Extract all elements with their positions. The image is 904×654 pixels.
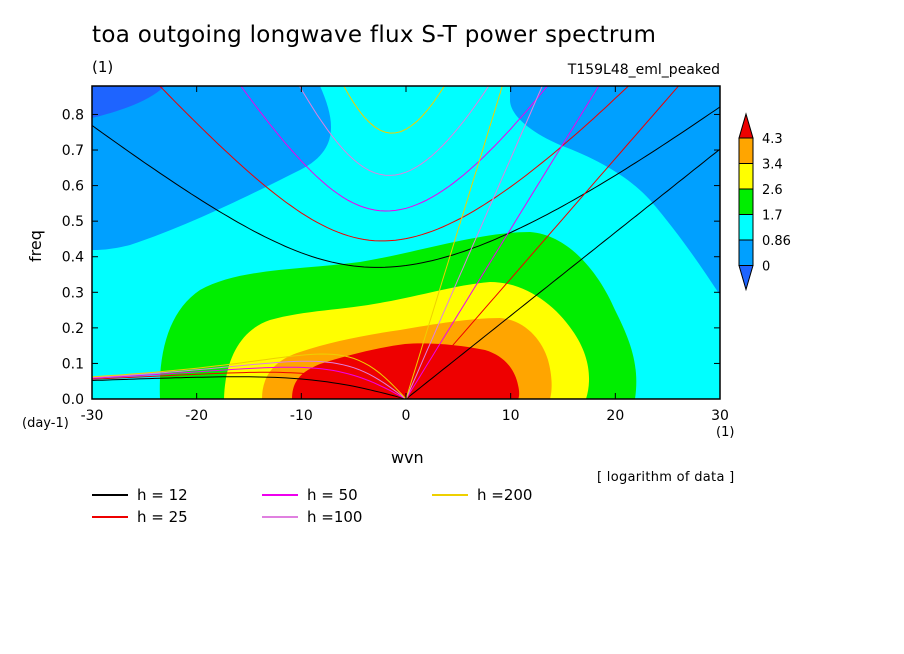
kelvin-curve-h200: [405, 86, 503, 399]
rossby-curve-h100: [92, 360, 407, 399]
kelvin-curve-h50: [405, 86, 600, 399]
x-tick-label: 30: [711, 408, 729, 424]
legend-line-h12: [92, 494, 128, 496]
rossby-curve-h50: [92, 366, 407, 399]
legend-label-h100: h =100: [307, 508, 363, 526]
legend-line-h50: [262, 494, 298, 496]
colorbar-label: 0.86: [762, 234, 791, 249]
y-tick-label: 0.0: [62, 392, 84, 408]
run-name: T159L48_eml_peaked: [567, 62, 720, 78]
legend-label-h12: h = 12: [137, 486, 188, 504]
y-tick-label: 0.7: [62, 143, 84, 159]
y-tick-label: 0.1: [62, 356, 84, 372]
colorbar-label: 0: [762, 260, 770, 275]
colorbar-arrow-bottom: [738, 265, 754, 292]
axes: -30 -20 -10 0 10 20 30 0.0 0.1 0.2 0.3 0.4 0.5 0.6 0.7…: [62, 86, 729, 424]
dispersion-curves: [92, 86, 720, 399]
kelvin-curve-h25: [405, 86, 680, 399]
rossby-curve-h12: [92, 376, 407, 399]
legend-label-h200: h =200: [477, 486, 533, 504]
rossby-curve-h25: [92, 371, 407, 399]
colorbar-segment: [738, 239, 754, 266]
legend-label-h25: h = 25: [137, 508, 188, 526]
kelvin-curve-h12: [405, 148, 720, 399]
contour-level-blue-left: [92, 86, 332, 250]
gravity-curve-h50: [240, 86, 548, 212]
y-axis-unit: (day-1): [22, 416, 69, 431]
x-axis-unit: (1): [716, 425, 735, 440]
contour-level-darkblue-left: [92, 86, 165, 118]
y-tick-label: 0.5: [62, 214, 84, 230]
colorbar-label: 2.6: [762, 183, 783, 198]
x-tick-label: 20: [606, 408, 624, 424]
colorbar: 4.3 3.4 2.6 1.7 0.86 0: [738, 112, 791, 292]
chart-title: toa outgoing longwave flux S-T power spe…: [92, 22, 657, 48]
y-tick-label: 0.8: [62, 107, 84, 123]
gravity-curve-h100: [298, 86, 490, 176]
legend-line-h25: [92, 516, 128, 518]
y-tick-label: 0.3: [62, 285, 84, 301]
kelvin-curve-h100: [405, 86, 543, 399]
y-tick-label: 0.2: [62, 321, 84, 337]
contour-level-blue-right: [510, 86, 720, 295]
rossby-curve-h200: [92, 353, 407, 399]
colorbar-segment: [738, 214, 754, 241]
colorbar-segment: [738, 188, 754, 215]
x-tick-label: -10: [290, 408, 313, 424]
colorbar-segment: [738, 137, 754, 164]
gravity-curve-h12: [92, 106, 720, 268]
colorbar-label: 3.4: [762, 158, 783, 173]
y-tick-label: 0.6: [62, 179, 84, 195]
gravity-curve-h200: [343, 86, 445, 134]
x-tick-label: 0: [402, 408, 411, 424]
units-label: (1): [92, 58, 114, 76]
legend-label-h50: h = 50: [307, 486, 358, 504]
y-tick-label: 0.4: [62, 250, 84, 266]
data-note: [ logarithm of data ]: [597, 470, 735, 485]
colorbar-label: 1.7: [762, 209, 783, 224]
colorbar-arrow-top: [738, 112, 754, 139]
x-axis-label: wvn: [391, 448, 424, 467]
contour-fill: [92, 86, 720, 399]
colorbar-segment: [738, 163, 754, 190]
colorbar-label: 4.3: [762, 132, 783, 147]
gravity-curve-h25: [159, 86, 630, 242]
legend-line-h200: [432, 494, 468, 496]
x-tick-label: 10: [502, 408, 520, 424]
x-tick-label: -20: [185, 408, 208, 424]
legend-line-h100: [262, 516, 298, 518]
x-tick-label: -30: [81, 408, 104, 424]
